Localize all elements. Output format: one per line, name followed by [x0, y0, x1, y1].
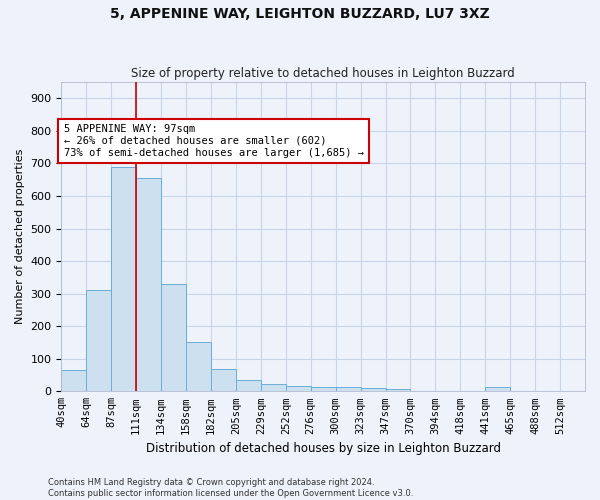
Bar	[86, 290, 111, 392]
X-axis label: Distribution of detached houses by size in Leighton Buzzard: Distribution of detached houses by size …	[146, 442, 501, 455]
Y-axis label: Number of detached properties: Number of detached properties	[15, 149, 25, 324]
Text: Contains HM Land Registry data © Crown copyright and database right 2024.
Contai: Contains HM Land Registry data © Crown c…	[48, 478, 413, 498]
Bar	[161, 284, 186, 392]
Bar	[261, 384, 286, 392]
Text: 5 APPENINE WAY: 97sqm
← 26% of detached houses are smaller (602)
73% of semi-det: 5 APPENINE WAY: 97sqm ← 26% of detached …	[64, 124, 364, 158]
Bar	[111, 166, 136, 392]
Bar	[361, 388, 386, 392]
Bar	[335, 388, 361, 392]
Bar	[386, 388, 410, 392]
Bar	[136, 178, 161, 392]
Bar	[211, 369, 236, 392]
Bar	[485, 388, 510, 392]
Bar	[311, 388, 335, 392]
Bar	[236, 380, 261, 392]
Text: 5, APPENINE WAY, LEIGHTON BUZZARD, LU7 3XZ: 5, APPENINE WAY, LEIGHTON BUZZARD, LU7 3…	[110, 8, 490, 22]
Title: Size of property relative to detached houses in Leighton Buzzard: Size of property relative to detached ho…	[131, 66, 515, 80]
Bar	[186, 342, 211, 392]
Bar	[61, 370, 86, 392]
Bar	[286, 386, 311, 392]
